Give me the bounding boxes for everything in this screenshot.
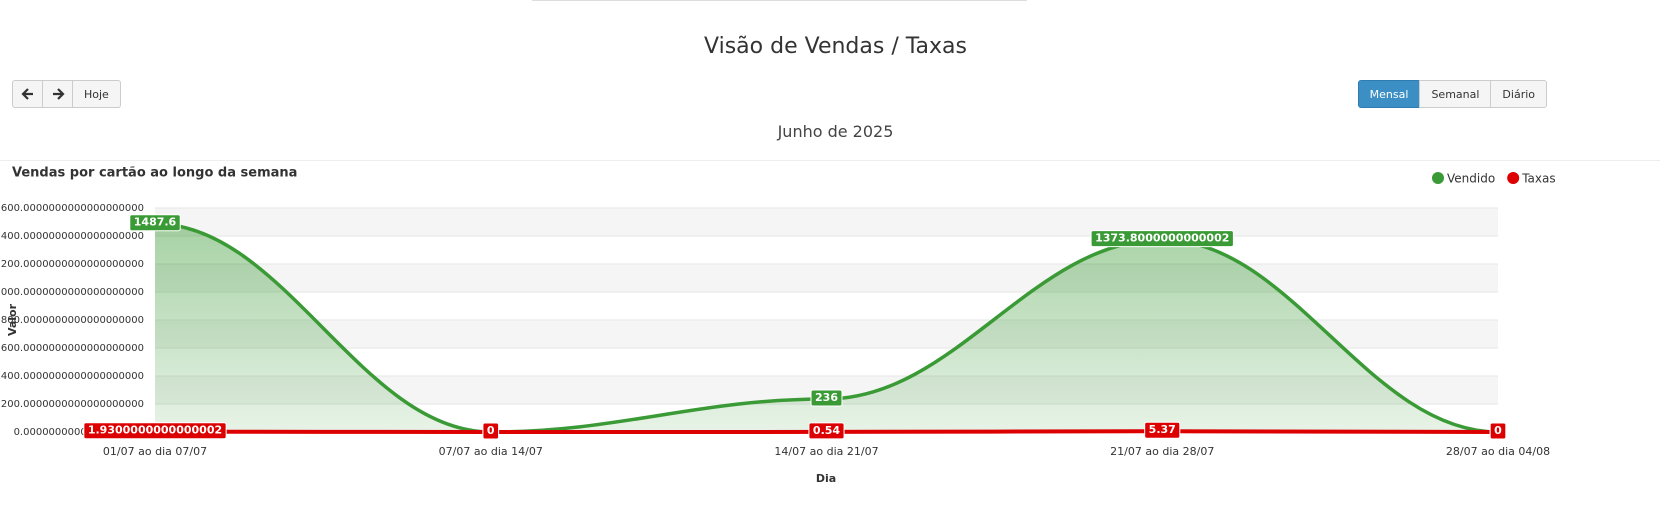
y-tick-label: 600.0000000000000000000 [1,343,144,354]
x-tick-label: 28/07 ao dia 04/08 [1446,445,1550,458]
data-label-text: 1373.8000000000002 [1095,232,1229,245]
data-label: 1373.8000000000002 [1090,230,1234,248]
data-label: 236 [810,389,843,407]
top-bar [532,0,1027,1]
y-tick-label: 800.0000000000000000000 [1,315,144,326]
prev-button[interactable] [12,80,43,108]
x-tick-label: 14/07 ao dia 21/07 [774,445,878,458]
data-label: 1.9300000000000002 [83,422,227,440]
data-label-bg [1144,421,1181,439]
data-label-text: 0 [1494,424,1502,437]
x-tick-label: 21/07 ao dia 28/07 [1110,445,1214,458]
y-tick-label: 1400.0000000000000000000 [0,231,144,242]
arrow-right-icon [52,88,65,100]
chart-title: Vendas por cartão ao longo da semana [12,166,297,181]
view-button[interactable]: Mensal [1357,80,1421,108]
data-label-bg [808,422,845,440]
data-label-text: 0 [487,424,495,437]
panel-divider [0,160,1660,161]
data-label-bg [1090,230,1234,248]
next-button[interactable] [42,80,73,108]
y-tick-label: 1200.0000000000000000000 [0,259,144,270]
data-label-bg [1489,422,1507,440]
grid-band [155,264,1498,292]
x-tick-label: 07/07 ao dia 14/07 [439,445,543,458]
data-label-bg [83,422,227,440]
y-tick-label: 200.0000000000000000000 [1,399,144,410]
data-label-bg [810,389,843,407]
data-label-bg [482,422,500,440]
data-label: 0 [482,422,500,440]
x-tick-label: 01/07 ao dia 07/07 [103,445,207,458]
legend-marker [1507,172,1520,184]
data-label-text: 1.9300000000000002 [88,424,222,437]
page-title: Visão de Vendas / Taxas [704,34,967,59]
data-label-text: 0.54 [813,424,840,437]
view-button[interactable]: Semanal [1419,80,1492,108]
period-label: Junho de 2025 [777,122,894,141]
data-label-text: 5.37 [1149,423,1176,436]
x-axis-label: Dia [816,472,836,485]
data-label: 1487.6 [129,214,181,232]
legend-label: Taxas [1521,172,1555,186]
data-label: 0 [1489,422,1507,440]
data-label-bg [129,214,181,232]
legend-marker [1432,172,1444,184]
arrow-left-icon [20,88,33,100]
y-tick-label: 1600.0000000000000000000 [0,203,144,214]
today-button[interactable]: Hoje [72,80,121,108]
data-label-text: 1487.6 [134,216,177,229]
data-label-text: 236 [815,391,838,404]
nav-buttons: Hoje [12,80,121,108]
y-tick-label: 1000.0000000000000000000 [0,287,144,298]
y-tick-label: 400.0000000000000000000 [1,371,144,382]
data-label: 5.37 [1144,421,1181,439]
legend-label: Vendido [1447,172,1495,186]
grid-band [155,208,1498,236]
y-tick-label: 0.0000000000000000000 [14,427,144,438]
y-axis-label: Valor [6,303,19,336]
data-label: 0.54 [808,422,845,440]
view-buttons: Mensal Semanal Diário [1357,80,1547,108]
view-button[interactable]: Diário [1490,80,1547,108]
area [155,223,1498,432]
